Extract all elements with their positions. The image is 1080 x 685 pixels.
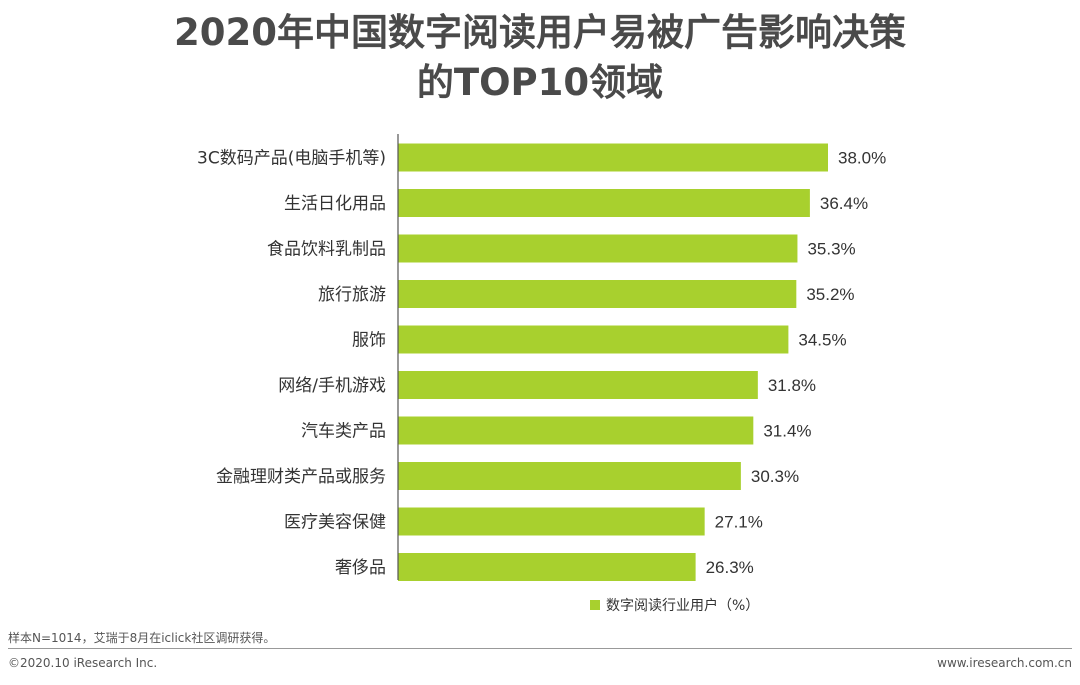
website-link[interactable]: www.iresearch.com.cn — [937, 656, 1072, 670]
footer-divider — [8, 648, 1072, 649]
bar — [398, 416, 754, 445]
legend: 数字阅读行业用户（%） — [590, 594, 759, 616]
value-label: 34.5% — [798, 331, 846, 350]
value-label: 27.1% — [715, 513, 763, 532]
category-label: 奢侈品 — [335, 558, 386, 578]
category-label: 旅行旅游 — [318, 285, 386, 305]
bar-chart: 3C数码产品(电脑手机等) 38.0% 生活日化用品 36.4% 食品饮料乳制品 35.3… — [197, 134, 886, 581]
category-label: 生活日化用品 — [284, 194, 386, 214]
value-label: 35.3% — [807, 240, 855, 259]
bar — [398, 280, 797, 308]
category-label: 服饰 — [352, 331, 386, 351]
bar — [398, 462, 741, 490]
bar — [398, 553, 696, 581]
source-note: 样本N=1014，艾瑞于8月在iclick社区调研获得。 — [8, 631, 276, 645]
category-label: 食品饮料乳制品 — [267, 240, 386, 260]
value-label: 38.0% — [838, 149, 886, 168]
value-label: 31.4% — [763, 422, 811, 441]
chart-title-line-1: 2020年中国数字阅读用户易被广告影响决策 — [174, 11, 906, 54]
chart-title-line-2: 的TOP10领域 — [416, 61, 664, 104]
value-label: 31.8% — [768, 376, 816, 395]
bar — [398, 371, 758, 399]
category-label: 医疗美容保健 — [284, 513, 386, 533]
category-label: 金融理财类产品或服务 — [216, 467, 386, 487]
category-label: 网络/手机游戏 — [278, 376, 386, 396]
bar — [398, 143, 828, 172]
bar — [398, 507, 705, 536]
value-label: 35.2% — [806, 285, 854, 304]
value-label: 26.3% — [706, 558, 754, 577]
legend-label: 数字阅读行业用户（%） — [606, 598, 760, 614]
bar — [398, 189, 810, 217]
legend-swatch — [590, 600, 600, 610]
bar — [398, 234, 798, 263]
bar — [398, 325, 789, 354]
value-label: 36.4% — [820, 194, 868, 213]
chart-title: 2020年中国数字阅读用户易被广告影响决策 的TOP10领域 — [0, 8, 1080, 108]
category-label: 3C数码产品(电脑手机等) — [197, 149, 386, 169]
category-label: 汽车类产品 — [301, 422, 386, 442]
value-label: 30.3% — [751, 467, 799, 486]
copyright: ©2020.10 iResearch Inc. — [8, 656, 158, 670]
